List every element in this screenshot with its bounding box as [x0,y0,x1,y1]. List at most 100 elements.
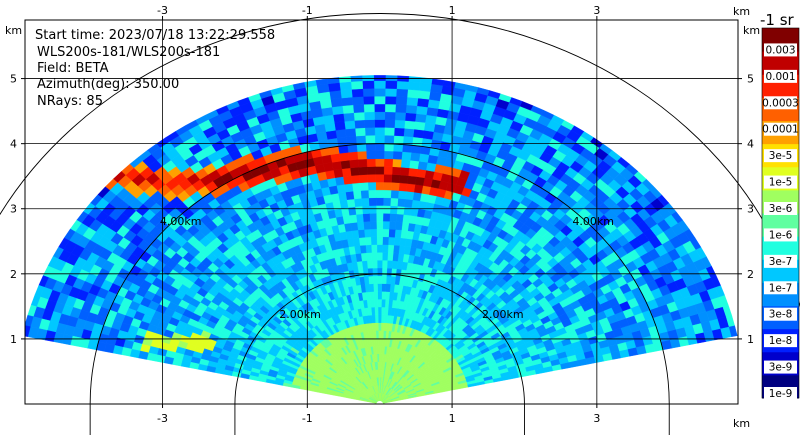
x-tick-label-bottom: -3 [157,412,168,425]
colorbar-title: -1 sr [760,11,795,29]
backscatter-cell [362,88,375,97]
backscatter-cell [395,104,407,113]
colorbar-label-text: 1e-9 [769,388,793,400]
backscatter-cell [365,134,376,144]
backscatter-cell [380,338,384,347]
backscatter-cell [370,244,378,253]
x-tick-label-top: -3 [157,4,168,17]
backscatter-cell [361,75,375,82]
scan-info-block: Start time: 2023/07/18 13:22:29.558 WLS2… [35,28,275,109]
backscatter-cell [352,190,362,200]
y-unit-right: km [743,24,760,37]
x-tick-label-bottom: 3 [593,412,600,425]
backscatter-cell [361,197,370,207]
backscatter-cell [376,236,383,245]
y-tick-label-right: 2 [747,268,754,281]
backscatter-cell [330,153,341,163]
backscatter-cell [336,136,348,146]
colorbar-tick-label: 3e-7 [764,254,797,268]
backscatter-cell [380,330,384,339]
backscatter-cell [387,244,395,254]
backscatter-cell [365,244,372,254]
backscatter-cell [374,150,385,159]
backscatter-cell [330,97,343,108]
backscatter-cell [343,112,355,122]
backscatter-cell [375,189,384,198]
backscatter-cell [383,150,394,160]
backscatter-cell [383,181,392,191]
colorbar-label-text: 3e-5 [769,150,793,162]
colorbar-label-text: 0.0001 [762,124,799,136]
backscatter-cell [352,104,365,113]
backscatter-cell [371,252,378,261]
backscatter-cell [407,175,417,185]
backscatter-cell [365,252,373,261]
backscatter-cell [376,228,384,238]
backscatter-cell [380,345,384,355]
backscatter-cell [374,103,386,113]
backscatter-cell [404,112,417,122]
y-tick-label-left: 5 [10,73,17,86]
colorbar-label-text: 3e-9 [769,362,793,374]
backscatter-cell [375,205,384,214]
backscatter-cell [348,159,359,169]
range-ring-label: 2.00km [482,308,524,321]
backscatter-cell [386,260,393,269]
x-unit-bottom: km [733,417,750,430]
backscatter-cell [388,228,396,238]
backscatter-cell [385,291,390,300]
backscatter-cell [373,291,379,300]
backscatter-cell [394,119,406,129]
backscatter-cell [374,134,385,144]
backscatter-cell [380,314,385,323]
backscatter-cell [400,159,411,169]
backscatter-cell [384,95,397,105]
colorbar-label-text: 3e-7 [769,256,793,268]
backscatter-cell [415,105,428,116]
backscatter-cell [338,152,350,162]
backscatter-cell [404,198,413,208]
backscatter-cell [383,189,392,199]
backscatter-cell [380,322,385,331]
backscatter-cell [389,213,397,222]
backscatter-cell [385,80,398,89]
backscatter-cell [407,81,421,91]
colorbar-tick-label: 1e-7 [764,281,797,295]
backscatter-cell [377,306,382,315]
backscatter-cell [384,103,396,113]
backscatter-cell [402,214,411,224]
backscatter-cell [391,174,401,184]
backscatter-cell [350,174,361,184]
backscatter-cell [376,244,383,253]
backscatter-cell [340,89,353,99]
backscatter-cell [398,245,406,255]
backscatter-cell [381,298,386,308]
backscatter-cell [384,119,396,128]
backscatter-cell [335,128,347,139]
info-start-time: Start time: 2023/07/18 13:22:29.558 [35,28,275,43]
backscatter-cell [341,167,352,177]
backscatter-cell [411,136,423,146]
backscatter-cell [370,228,377,238]
backscatter-cell [377,322,382,331]
backscatter-cell [382,228,390,238]
backscatter-cell [341,96,354,107]
backscatter-cell [398,182,408,192]
backscatter-cell [405,190,415,201]
backscatter-cell [405,104,418,114]
backscatter-cell [385,275,392,285]
backscatter-cell [373,298,379,308]
backscatter-cell [390,182,400,191]
x-tick-label-bottom: -1 [302,412,313,425]
backscatter-cell [374,306,379,316]
colorbar-tick-label: 3e-6 [764,202,797,215]
backscatter-cell [383,166,393,175]
backscatter-cell [347,151,359,161]
colorbar-tick-label: 3e-5 [764,149,797,163]
backscatter-cell [355,213,364,223]
backscatter-cell [358,166,368,176]
backscatter-cell [374,119,386,128]
y-tick-label-left: 2 [10,268,17,281]
backscatter-cell [366,158,376,167]
